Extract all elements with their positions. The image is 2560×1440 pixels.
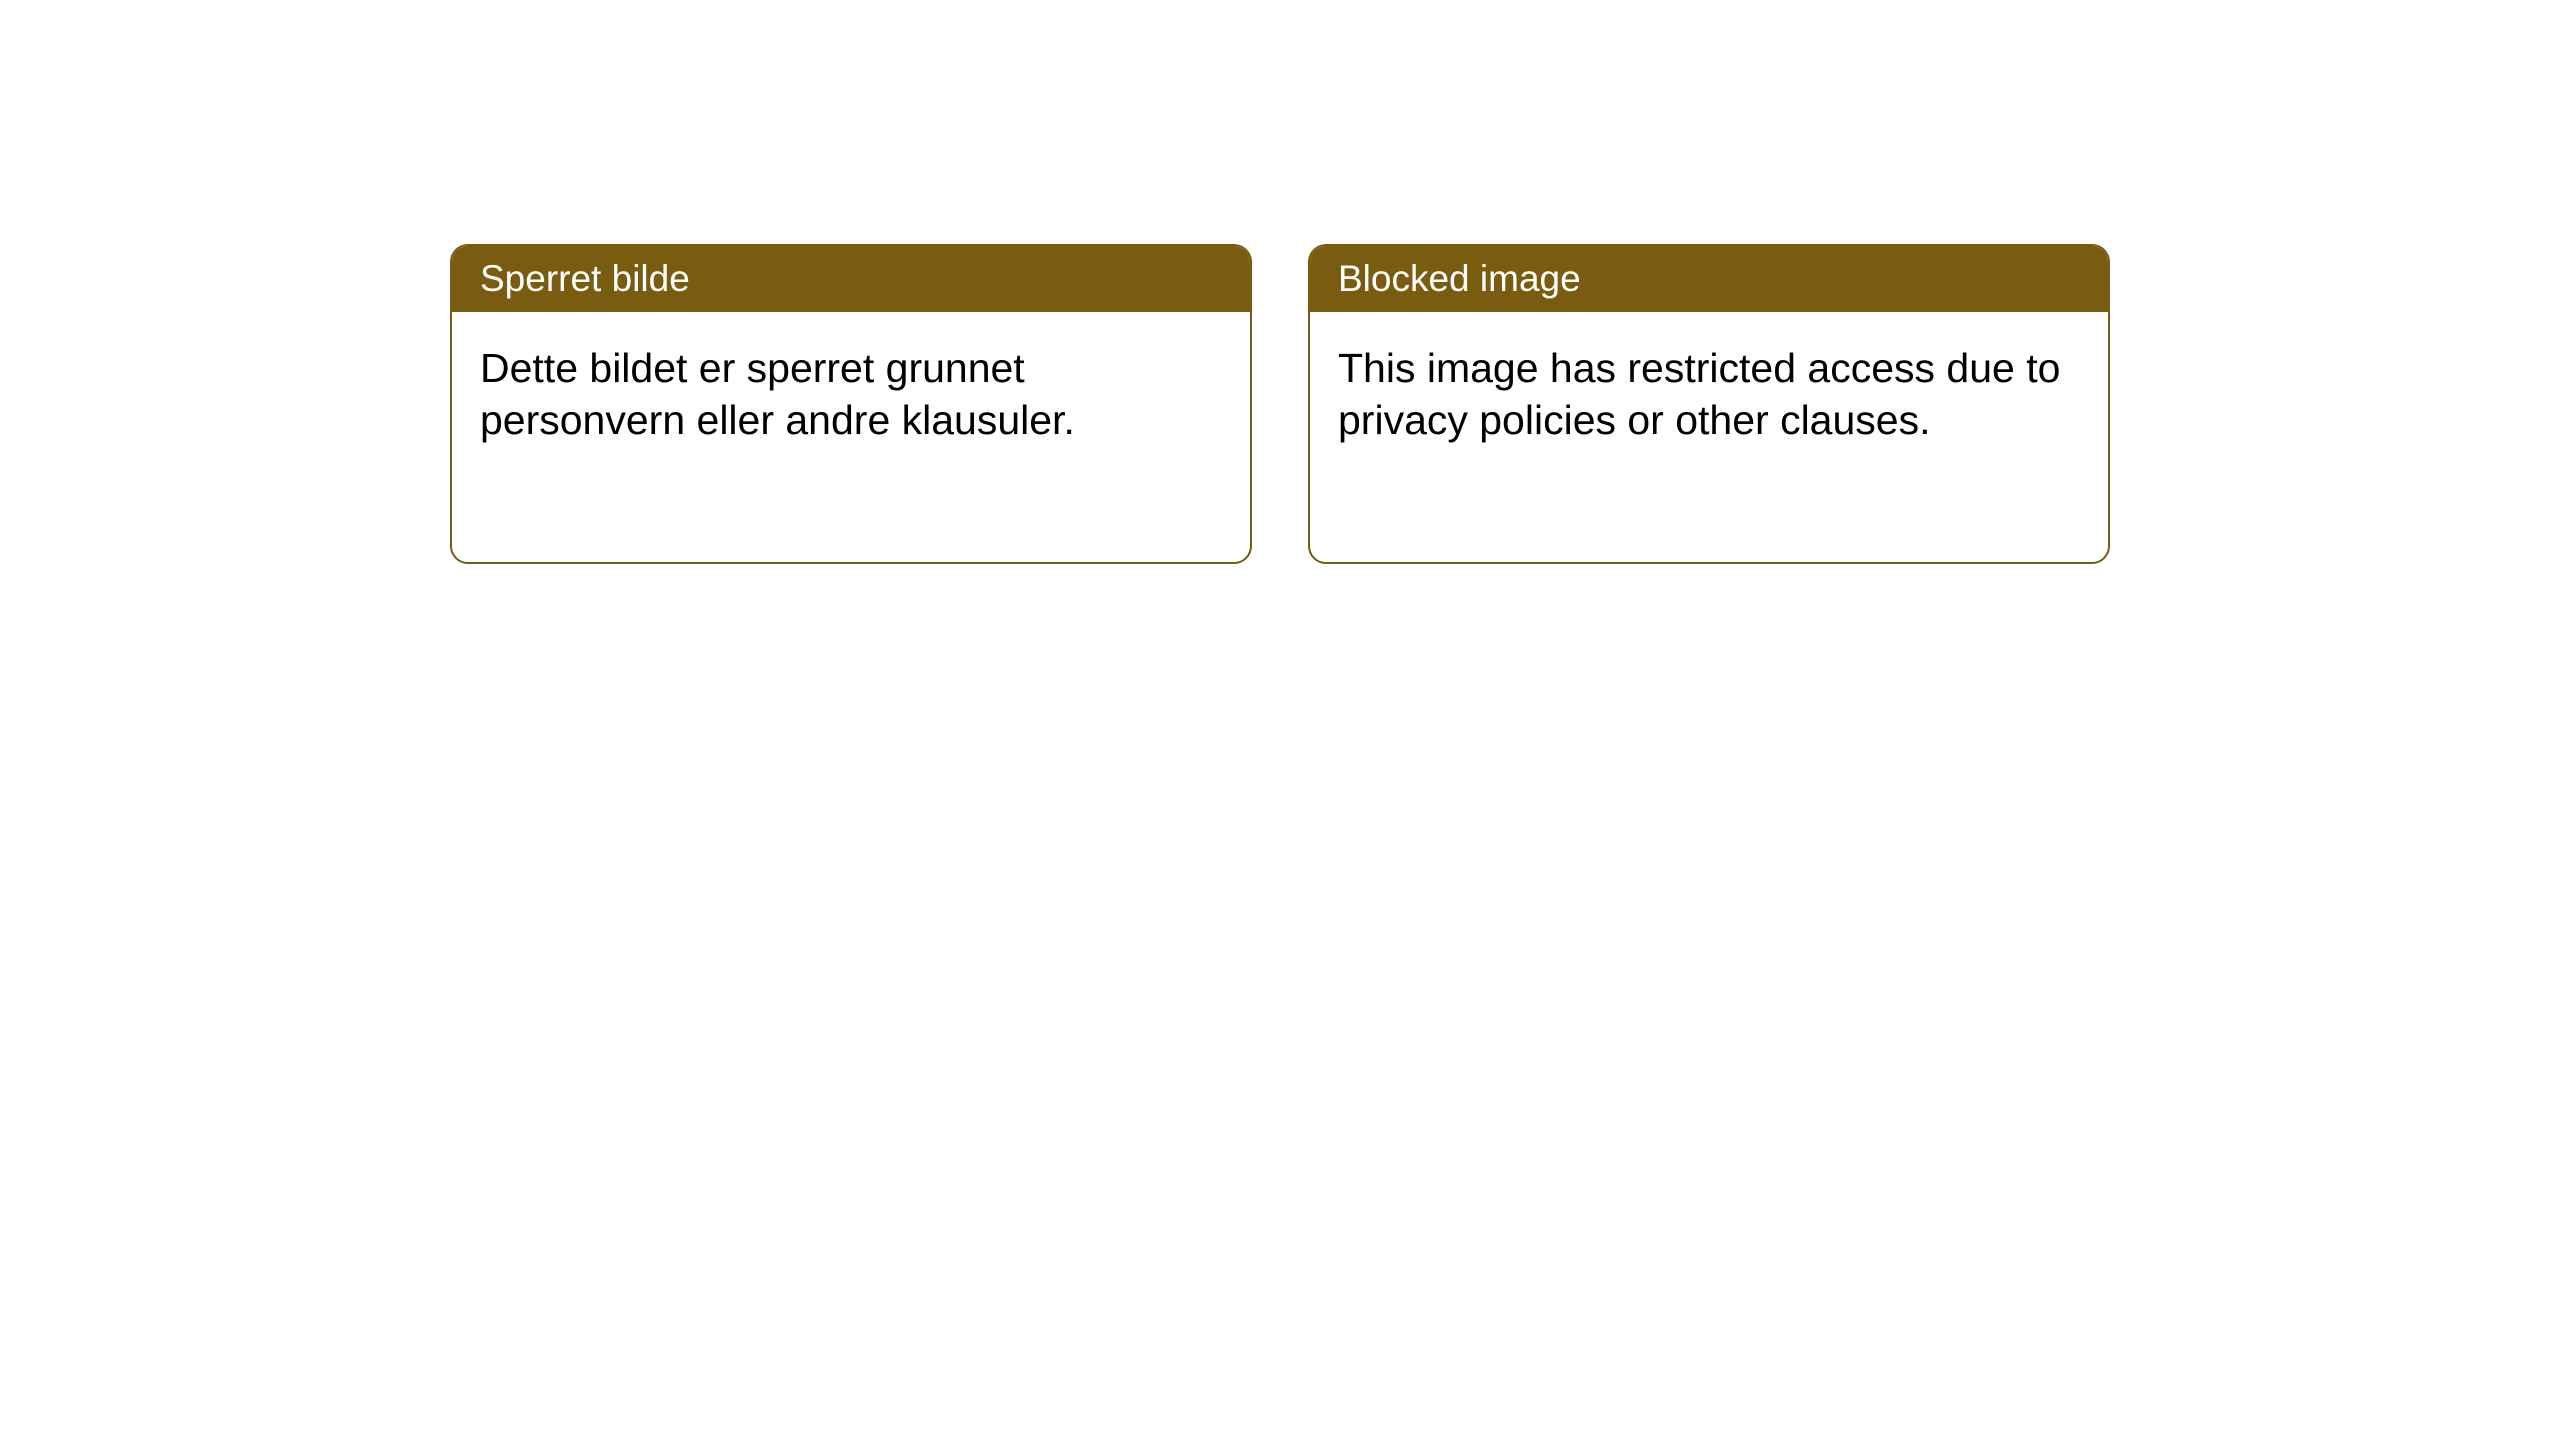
card-message-en: This image has restricted access due to … — [1338, 345, 2060, 443]
card-message-no: Dette bildet er sperret grunnet personve… — [480, 345, 1075, 443]
card-title-en: Blocked image — [1338, 258, 1581, 299]
blocked-image-notice-container: Sperret bilde Dette bildet er sperret gr… — [450, 244, 2560, 564]
card-body-no: Dette bildet er sperret grunnet personve… — [452, 312, 1250, 562]
card-header-en: Blocked image — [1310, 246, 2108, 312]
card-header-no: Sperret bilde — [452, 246, 1250, 312]
blocked-image-card-no: Sperret bilde Dette bildet er sperret gr… — [450, 244, 1252, 564]
blocked-image-card-en: Blocked image This image has restricted … — [1308, 244, 2110, 564]
card-body-en: This image has restricted access due to … — [1310, 312, 2108, 562]
card-title-no: Sperret bilde — [480, 258, 690, 299]
